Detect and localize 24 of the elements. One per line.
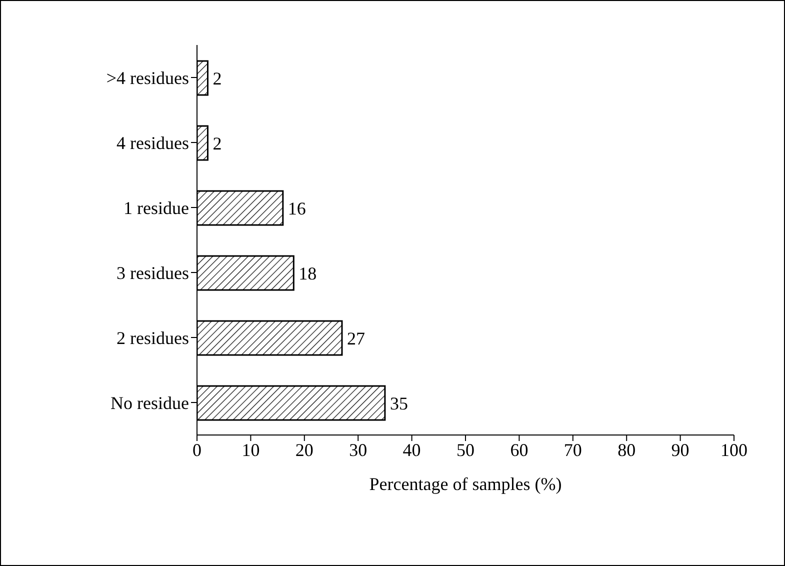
data-label: 2 (212, 68, 222, 88)
x-tick-label: 20 (295, 440, 314, 460)
y-tick-label: No residue (110, 392, 190, 413)
y-tick-label: >4 residues (106, 68, 189, 88)
x-tick-label: 50 (456, 440, 474, 460)
x-tick-label: 80 (618, 440, 636, 460)
y-tick-label: 1 residue (124, 198, 190, 218)
y-tick-label: 2 residues (116, 328, 189, 348)
y-tick-label: 4 residues (116, 132, 189, 153)
x-tick-label: 0 (192, 440, 202, 460)
x-tick-label: 10 (242, 440, 260, 460)
x-tick-label: 40 (402, 440, 421, 460)
x-tick-label: 100 (720, 440, 748, 460)
data-label: 27 (346, 328, 365, 348)
x-tick-label: 30 (349, 440, 368, 460)
data-label: 2 (212, 133, 222, 154)
x-tick-label: 90 (671, 440, 690, 460)
x-axis-title: Percentage of samples (%) (369, 474, 562, 494)
x-tick-label: 60 (510, 440, 528, 460)
data-label: 18 (298, 263, 317, 284)
data-label: 35 (390, 393, 408, 414)
x-tick-label: 70 (564, 440, 582, 460)
data-label: 16 (288, 198, 306, 218)
y-tick-label: 3 residues (116, 262, 189, 283)
